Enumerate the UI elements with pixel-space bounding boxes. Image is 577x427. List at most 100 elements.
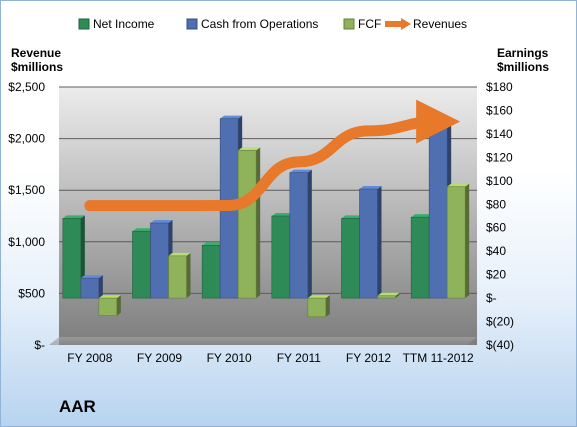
bar-face bbox=[237, 150, 257, 299]
bar-side bbox=[377, 186, 382, 299]
bar-top bbox=[98, 295, 121, 299]
legend-label: Revenues bbox=[413, 17, 467, 31]
right-tick-label: $180 bbox=[486, 80, 513, 94]
bar-top bbox=[238, 147, 261, 151]
line-revenues bbox=[84, 99, 461, 212]
legend-item-net-income: Net Income bbox=[78, 17, 155, 31]
category-label: FY 2010 bbox=[207, 351, 252, 365]
right-tick-label: $80 bbox=[486, 197, 506, 211]
bar-side bbox=[186, 252, 191, 299]
left-tick-label: $500 bbox=[18, 286, 45, 300]
bar-face bbox=[410, 216, 430, 299]
category-label: FY 2009 bbox=[137, 351, 182, 365]
right-tick-label: $40 bbox=[486, 244, 506, 258]
bar-face bbox=[168, 255, 187, 299]
bar-fcf bbox=[446, 183, 470, 299]
bar-face bbox=[377, 295, 396, 299]
legend-label: FCF bbox=[358, 17, 381, 31]
left-tick-label: $- bbox=[34, 338, 45, 352]
bar-face bbox=[150, 222, 169, 299]
left-axis-title-line2: $millions bbox=[11, 60, 63, 74]
legend: Net Income Cash from Operations FCF Revenue… bbox=[78, 17, 467, 31]
bar-cash-from-operations bbox=[359, 186, 382, 299]
bar-top bbox=[62, 215, 85, 219]
bar-side bbox=[116, 295, 121, 316]
bar-face bbox=[201, 245, 221, 299]
legend-swatch bbox=[78, 18, 90, 30]
bar-top bbox=[132, 228, 155, 232]
bar-side bbox=[395, 292, 400, 299]
bar-top bbox=[307, 295, 330, 299]
bar-top bbox=[168, 252, 191, 256]
bar-top bbox=[359, 186, 382, 190]
category-axis: FY 2008 FY 2009 FY 2010 FY 2011 FY 2012 TTM 1… bbox=[67, 351, 474, 365]
right-axis: $(40) $(20) $- $20 $40 $60 $80 $100 $120 $140 $160… bbox=[486, 80, 514, 352]
company-name: AAR bbox=[59, 397, 96, 416]
bar-top bbox=[80, 275, 103, 279]
bar-top bbox=[220, 115, 243, 119]
bar-cash-from-operations bbox=[289, 169, 312, 299]
bar-top bbox=[150, 220, 173, 224]
bar-side bbox=[307, 169, 312, 299]
right-tick-label: $20 bbox=[486, 268, 506, 282]
left-axis-title-line1: Revenue bbox=[11, 46, 61, 60]
category-label: TTM 11-2012 bbox=[403, 351, 474, 365]
legend-label: Net Income bbox=[93, 17, 155, 31]
line-series bbox=[84, 99, 461, 212]
plot-floor bbox=[49, 337, 477, 345]
legend-item-cash-from-operations: Cash from Operations bbox=[186, 17, 318, 31]
right-tick-label: $160 bbox=[486, 103, 513, 117]
right-tick-label: $(40) bbox=[486, 338, 514, 352]
bar-face bbox=[428, 120, 448, 299]
right-tick-label: $100 bbox=[486, 174, 513, 188]
left-tick-label: $1,000 bbox=[8, 235, 45, 249]
bar-face bbox=[98, 297, 118, 316]
right-axis-title-line1: Earnings bbox=[497, 46, 549, 60]
bar-face bbox=[271, 215, 291, 299]
right-axis-title-line2: $millions bbox=[497, 60, 549, 74]
bar-face bbox=[80, 277, 100, 299]
right-tick-label: $120 bbox=[486, 150, 513, 164]
bar-face bbox=[62, 218, 82, 299]
bar-face bbox=[446, 186, 466, 299]
bar-face bbox=[307, 297, 327, 318]
left-tick-label: $1,500 bbox=[8, 183, 45, 197]
left-tick-label: $2,500 bbox=[8, 80, 45, 94]
bar-fcf bbox=[168, 252, 191, 299]
right-tick-label: $- bbox=[486, 291, 497, 305]
bar-top bbox=[411, 214, 434, 218]
legend-swatch bbox=[186, 18, 198, 30]
bar-fcf bbox=[307, 295, 330, 318]
bar-top bbox=[289, 169, 312, 173]
bar-face bbox=[132, 230, 151, 299]
right-tick-label: $140 bbox=[486, 127, 513, 141]
bar-side bbox=[465, 183, 470, 299]
bar-side bbox=[325, 295, 330, 317]
gridlines bbox=[59, 86, 477, 294]
bar-top bbox=[202, 242, 225, 246]
bar-face bbox=[341, 218, 360, 299]
left-axis: $- $500 $1,000 $1,500 $2,000 $2,500 bbox=[8, 80, 45, 352]
legend-item-fcf: FCF bbox=[343, 17, 381, 31]
right-tick-label: $(20) bbox=[486, 315, 514, 329]
legend-swatch-arrow bbox=[401, 18, 411, 30]
bar-top bbox=[271, 213, 294, 216]
category-label: FY 2008 bbox=[67, 351, 112, 365]
bar-fcf bbox=[98, 295, 121, 316]
bar-side bbox=[256, 147, 261, 299]
legend-swatch bbox=[343, 18, 355, 30]
legend-label: Cash from Operations bbox=[201, 17, 318, 31]
right-tick-label: $60 bbox=[486, 221, 506, 235]
bar-face bbox=[359, 188, 378, 299]
category-label: FY 2011 bbox=[277, 351, 322, 365]
bar-top bbox=[341, 215, 364, 219]
bar-fcf bbox=[377, 292, 400, 299]
category-label: FY 2012 bbox=[346, 351, 391, 365]
legend-item-revenues: Revenues bbox=[385, 17, 467, 31]
left-tick-label: $2,000 bbox=[8, 132, 45, 146]
bar-face bbox=[289, 172, 309, 299]
bar-side bbox=[98, 275, 103, 299]
bar-top bbox=[447, 183, 470, 187]
